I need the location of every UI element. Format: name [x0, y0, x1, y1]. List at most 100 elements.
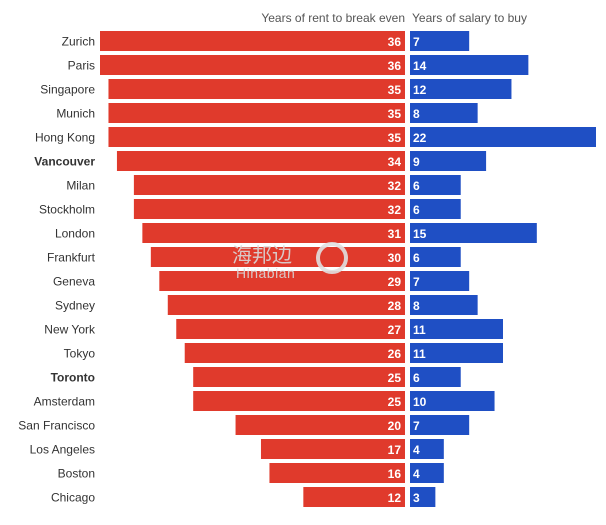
rent-bar — [150, 247, 405, 267]
salary-bar — [410, 343, 503, 363]
rent-value-label: 26 — [388, 347, 402, 361]
rent-value-label: 28 — [388, 299, 402, 313]
rent-bar — [159, 271, 405, 291]
salary-bar — [410, 295, 478, 315]
salary-bar — [410, 127, 596, 147]
salary-value-label: 6 — [413, 203, 420, 217]
city-label: Singapore — [40, 83, 95, 97]
salary-value-label: 11 — [413, 323, 426, 337]
rent-bar — [133, 199, 405, 219]
salary-value-label: 11 — [413, 347, 426, 361]
rent-bar — [108, 79, 405, 99]
watermark-cn: 海邦边 — [232, 244, 292, 267]
salary-value-label: 3 — [413, 491, 420, 505]
salary-bar — [410, 439, 444, 459]
rent-value-label: 32 — [388, 203, 402, 217]
rent-value-label: 36 — [388, 35, 402, 49]
city-label: Amsterdam — [34, 395, 95, 409]
rent-bar — [116, 151, 405, 171]
city-label: Geneva — [53, 275, 95, 289]
rent-value-label: 17 — [388, 443, 402, 457]
rent-bar — [269, 463, 405, 483]
rent-bar — [100, 31, 405, 51]
salary-value-label: 15 — [413, 227, 427, 241]
city-label: Chicago — [51, 491, 95, 505]
rent-value-label: 34 — [388, 155, 402, 169]
left-series-header: Years of rent to break even — [261, 11, 405, 25]
city-label: Zurich — [62, 35, 95, 49]
rent-value-label: 36 — [388, 59, 402, 73]
city-label: Frankfurt — [47, 251, 96, 265]
rent-bar — [303, 487, 405, 507]
city-label: Milan — [66, 179, 95, 193]
rent-value-label: 35 — [388, 107, 402, 121]
rent-value-label: 12 — [388, 491, 402, 505]
rent-bar — [108, 103, 405, 123]
salary-bar — [410, 31, 470, 51]
city-label: Hong Kong — [35, 131, 95, 145]
salary-value-label: 10 — [413, 395, 427, 409]
salary-value-label: 7 — [413, 419, 420, 433]
city-label: Munich — [56, 107, 95, 121]
rent-bar — [142, 223, 405, 243]
rent-value-label: 31 — [388, 227, 402, 241]
watermark: 海邦边 Hinabian — [232, 242, 348, 281]
city-label: Sydney — [55, 299, 95, 313]
salary-bar — [410, 223, 537, 243]
salary-value-label: 7 — [413, 35, 420, 49]
salary-value-label: 8 — [413, 299, 420, 313]
watermark-logo-icon — [316, 242, 348, 274]
city-label: Paris — [68, 59, 95, 73]
salary-bar — [410, 487, 436, 507]
rent-bar — [100, 55, 405, 75]
rent-bar — [108, 127, 405, 147]
salary-bar — [410, 103, 478, 123]
city-label: Stockholm — [39, 203, 95, 217]
city-label: San Francisco — [18, 419, 95, 433]
salary-bar — [410, 151, 487, 171]
salary-bar — [410, 319, 503, 339]
rent-bar — [184, 343, 405, 363]
salary-value-label: 12 — [413, 83, 427, 97]
rent-value-label: 32 — [388, 179, 402, 193]
salary-bar — [410, 367, 461, 387]
salary-value-label: 7 — [413, 275, 420, 289]
rent-value-label: 35 — [388, 131, 402, 145]
rent-value-label: 20 — [388, 419, 402, 433]
rent-value-label: 25 — [388, 371, 402, 385]
salary-value-label: 6 — [413, 179, 420, 193]
salary-value-label: 22 — [413, 131, 427, 145]
salary-bar — [410, 175, 461, 195]
salary-bar — [410, 55, 529, 75]
rent-bar — [193, 367, 405, 387]
salary-bar — [410, 247, 461, 267]
rent-value-label: 16 — [388, 467, 402, 481]
watermark-en: Hinabian — [236, 265, 295, 281]
rent-value-label: 25 — [388, 395, 402, 409]
rent-bar — [193, 391, 405, 411]
city-label: New York — [44, 323, 96, 337]
city-label: Los Angeles — [30, 443, 95, 457]
salary-value-label: 6 — [413, 251, 420, 265]
salary-value-label: 4 — [413, 467, 420, 481]
rent-value-label: 29 — [388, 275, 402, 289]
rent-bar — [176, 319, 405, 339]
rent-bar — [133, 175, 405, 195]
salary-bar — [410, 391, 495, 411]
salary-value-label: 4 — [413, 443, 420, 457]
right-series-header: Years of salary to buy — [412, 11, 527, 25]
rent-value-label: 30 — [388, 251, 402, 265]
rent-value-label: 27 — [388, 323, 402, 337]
salary-bar — [410, 271, 470, 291]
rent-bar — [260, 439, 405, 459]
salary-value-label: 14 — [413, 59, 427, 73]
salary-value-label: 8 — [413, 107, 420, 121]
salary-bar — [410, 463, 444, 483]
salary-value-label: 6 — [413, 371, 420, 385]
city-label: Tokyo — [64, 347, 96, 361]
salary-value-label: 9 — [413, 155, 420, 169]
salary-bar — [410, 415, 470, 435]
city-label: Boston — [58, 467, 95, 481]
salary-bar — [410, 199, 461, 219]
